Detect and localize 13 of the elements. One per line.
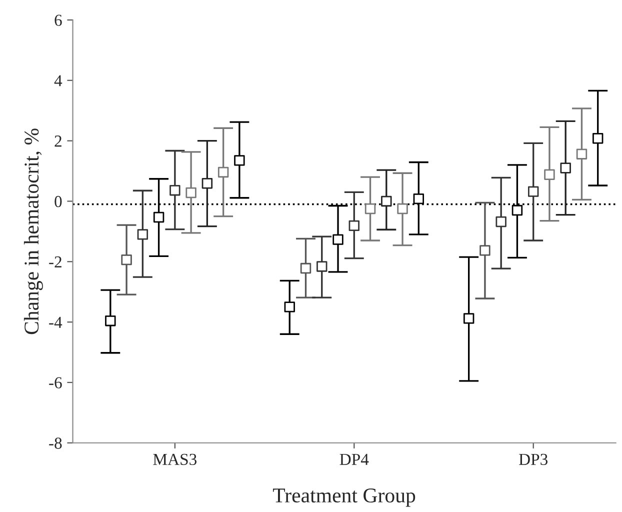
y-tick-label: -8 — [49, 438, 62, 449]
y-tick-label: -2 — [49, 256, 62, 268]
y-tick-label: 2 — [54, 136, 62, 147]
x-tick-label: DP3 — [519, 454, 548, 466]
y-axis-title: Change in hematocrit, % — [24, 128, 43, 334]
y-tick-label: 0 — [54, 196, 62, 208]
x-tick-label: MAS3 — [153, 454, 196, 466]
y-tick-label: 6 — [54, 14, 62, 26]
x-axis-title: Treatment Group — [273, 488, 416, 507]
x-tick-label: DP4 — [340, 454, 369, 465]
y-tick-label: 4 — [54, 75, 62, 86]
y-tick-label: -6 — [49, 377, 62, 388]
y-tick-label: -4 — [49, 316, 62, 328]
